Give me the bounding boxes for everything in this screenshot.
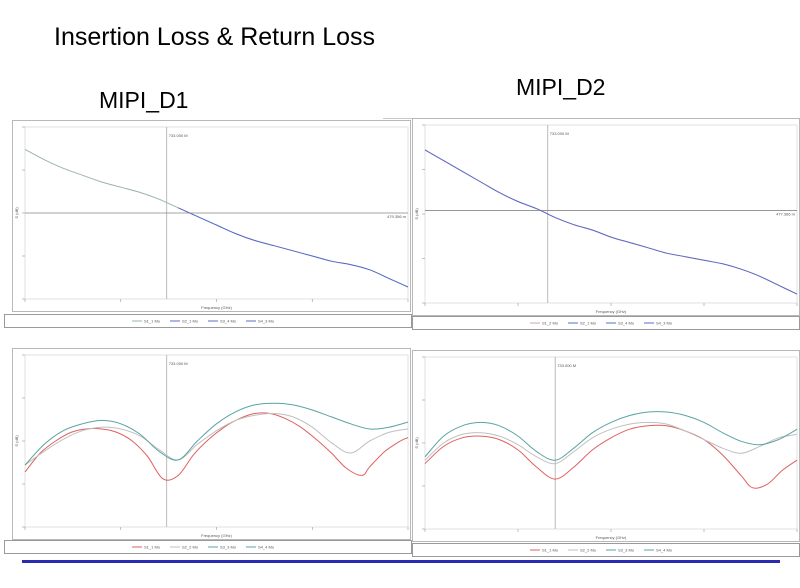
series-line-2 bbox=[24, 412, 409, 466]
marker-y-label: 477.366 m bbox=[776, 211, 796, 216]
legend-svg: S1_2 Mo S2_1 Mo S3_4 Mo S4_3 Mo bbox=[530, 321, 673, 326]
legend-label: S1_1 Mo bbox=[144, 545, 161, 550]
marker-x-label: 733.000 M bbox=[169, 361, 188, 366]
legend-label: S4_4 Mo bbox=[656, 548, 673, 553]
chart-d2-insertion-loss: 733.000 M 477.366 m Frequency (GHz) S (dB) bbox=[412, 118, 800, 316]
heading-mipi-d1: MIPI_D1 bbox=[99, 87, 189, 113]
chart-svg: 733.000 M Frequency (GHz) S (dB) bbox=[414, 356, 798, 540]
x-axis-label: Frequency (GHz) bbox=[201, 305, 232, 310]
marker-x-label: 733.000 M bbox=[550, 131, 569, 136]
legend-label: S4_3 Mo bbox=[258, 319, 275, 324]
chart-svg: 733.000 M Frequency (GHz) S (dB) bbox=[14, 354, 409, 538]
series-line-1 bbox=[24, 412, 409, 481]
series-line-1 bbox=[424, 424, 798, 489]
plot-area bbox=[424, 356, 798, 530]
legend-label: S3_4 Mo bbox=[618, 321, 635, 326]
series-line-2 bbox=[424, 421, 798, 465]
series-line-1 bbox=[24, 148, 409, 288]
legend-d2-return-loss: S1_1 Mo S2_2 Mo S3_3 Mo S4_4 Mo bbox=[412, 543, 800, 557]
legend-svg: S1_1 Mo S2_2 Mo S3_3 Mo S4_4 Mo bbox=[132, 545, 275, 550]
series-line-2 bbox=[177, 207, 409, 288]
legend-label: S2_2 Mo bbox=[580, 548, 597, 553]
legend-label: S1_2 Mo bbox=[542, 321, 559, 326]
plot-area bbox=[424, 124, 798, 304]
accent-rule bbox=[22, 560, 780, 563]
slide-title: Insertion Loss & Return Loss bbox=[54, 23, 375, 51]
chart-d1-insertion-loss: 733.000 M 479.356 m Frequency (GHz) S (dB) bbox=[12, 120, 411, 312]
heading-mipi-d2: MIPI_D2 bbox=[516, 74, 606, 100]
legend-d2-insertion-loss: S1_2 Mo S2_1 Mo S3_4 Mo S4_3 Mo bbox=[412, 316, 800, 330]
legend-d1-return-loss: S1_1 Mo S2_2 Mo S3_3 Mo S4_4 Mo bbox=[4, 540, 412, 554]
legend-label: S1_1 Mo bbox=[144, 319, 161, 324]
chart-svg: 733.000 M 477.366 m Frequency (GHz) S (dB) bbox=[414, 124, 798, 314]
legend-label: S4_4 Mo bbox=[258, 545, 275, 550]
separator-line bbox=[383, 118, 413, 119]
y-axis-label: S (dB) bbox=[14, 207, 19, 219]
marker-x-label: 733.000 M bbox=[557, 363, 576, 368]
legend-svg: S1_1 Mo S2_1 Mo S3_4 Mo S4_3 Mo bbox=[132, 319, 275, 324]
series-line-1 bbox=[424, 149, 798, 295]
x-axis-label: Frequency (GHz) bbox=[596, 535, 627, 540]
marker-x-label: 733.000 M bbox=[169, 133, 188, 138]
y-axis-label: S (dB) bbox=[414, 208, 419, 220]
chart-d2-return-loss: 733.000 M Frequency (GHz) S (dB) bbox=[412, 350, 800, 542]
series-line-2 bbox=[424, 149, 798, 295]
legend-label: S3_3 Mo bbox=[220, 545, 237, 550]
legend-label: S2_1 Mo bbox=[580, 321, 597, 326]
y-axis-label: S (dB) bbox=[414, 437, 419, 449]
plot-area bbox=[24, 354, 409, 528]
series-line-3 bbox=[424, 411, 798, 461]
legend-label: S3_4 Mo bbox=[220, 319, 237, 324]
legend-label: S1_1 Mo bbox=[542, 548, 559, 553]
series-line-3 bbox=[24, 402, 409, 466]
legend-d1-insertion-loss: S1_1 Mo S2_1 Mo S3_4 Mo S4_3 Mo bbox=[4, 314, 412, 328]
x-axis-label: Frequency (GHz) bbox=[596, 309, 627, 314]
legend-label: S2_1 Mo bbox=[182, 319, 199, 324]
x-axis-label: Frequency (GHz) bbox=[201, 533, 232, 538]
legend-label: S4_3 Mo bbox=[656, 321, 673, 326]
marker-y-label: 479.356 m bbox=[387, 214, 407, 219]
legend-label: S3_3 Mo bbox=[618, 548, 635, 553]
legend-svg: S1_1 Mo S2_2 Mo S3_3 Mo S4_4 Mo bbox=[530, 548, 673, 553]
y-axis-label: S (dB) bbox=[14, 435, 19, 447]
legend-label: S2_2 Mo bbox=[182, 545, 199, 550]
chart-d1-return-loss: 733.000 M Frequency (GHz) S (dB) bbox=[12, 348, 411, 540]
chart-svg: 733.000 M 479.356 m Frequency (GHz) S (dB) bbox=[14, 126, 409, 310]
